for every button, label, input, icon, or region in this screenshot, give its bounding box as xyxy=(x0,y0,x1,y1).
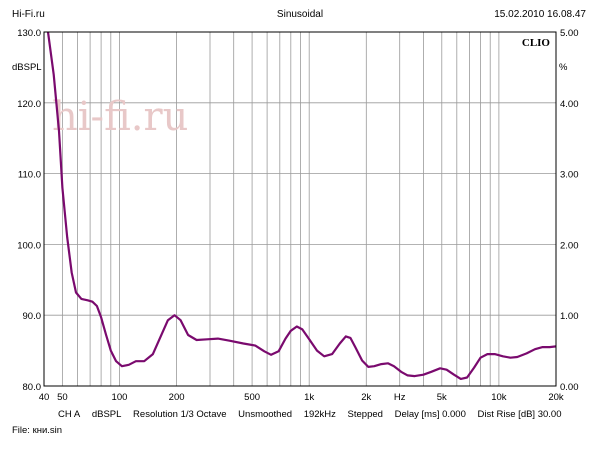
x-tick-label: 5k xyxy=(437,392,447,403)
setting-smoothing: Unsmoothed xyxy=(238,409,293,420)
x-tick-label: 2k xyxy=(361,392,371,403)
setting-unit: dBSPL xyxy=(91,409,122,420)
x-tick-label: 10k xyxy=(491,392,507,403)
header-app-name: Hi-Fi.ru xyxy=(12,9,45,20)
plot-frame xyxy=(43,31,557,387)
y-tick-label-right: 2.00 xyxy=(560,240,579,251)
y-tick-label-right: 3.00 xyxy=(560,170,579,181)
x-tick-label: 50 xyxy=(57,392,68,403)
y-axis-label-left: dBSPL xyxy=(12,62,42,73)
setting-dist-rise: Dist Rise [dB] 30.00 xyxy=(477,409,562,420)
setting-channel: CH A xyxy=(58,409,81,420)
y-tick-label-left: 130.0 xyxy=(17,28,41,39)
y-tick-label-right: 5.00 xyxy=(560,28,579,39)
watermark: hi-fi.ru xyxy=(52,94,188,140)
settings-bar: CH A dBSPL Resolution 1/3 Octave Unsmoot… xyxy=(58,409,571,420)
y-tick-label-right: 1.00 xyxy=(560,311,579,322)
y-tick-label-left: 110.0 xyxy=(18,170,41,181)
tick-labels: 130.0 120.0 110.0 100.0 90.0 80.0 5.00 4.00 3.00… xyxy=(17,28,578,403)
clio-brand: CLIO xyxy=(522,37,551,49)
y-tick-label-left: 80.0 xyxy=(23,382,42,393)
series-layer xyxy=(46,32,556,380)
setting-samplerate: 192kHz xyxy=(303,409,336,420)
x-tick-label: 100 xyxy=(112,392,128,403)
x-tick-label: 20k xyxy=(548,392,564,403)
x-tick-label: 500 xyxy=(244,392,260,403)
x-tick-label: 1k xyxy=(304,392,314,403)
setting-mode: Stepped xyxy=(347,409,383,420)
x-unit-label: Hz xyxy=(394,392,406,403)
y-tick-label-left: 100.0 xyxy=(17,240,41,251)
header-measurement-type: Sinusoidal xyxy=(276,9,324,20)
y-tick-label-left: 90.0 xyxy=(23,311,42,322)
header-timestamp: 15.02.2010 16.08.47 xyxy=(494,9,586,20)
y-tick-label-right: 4.00 xyxy=(560,99,579,110)
setting-delay: Delay [ms] 0.000 xyxy=(394,409,466,420)
grid xyxy=(44,32,556,386)
setting-resolution: Resolution 1/3 Octave xyxy=(133,409,227,420)
x-tick-label: 40 xyxy=(39,392,50,403)
y-tick-label-right: 0.00 xyxy=(560,382,579,393)
y-axis-label-right: % xyxy=(559,62,568,73)
file-name: File: кни.sin xyxy=(12,425,63,436)
response-curve xyxy=(46,32,556,380)
y-tick-label-left: 120.0 xyxy=(17,99,41,110)
x-tick-label: 200 xyxy=(169,392,185,403)
